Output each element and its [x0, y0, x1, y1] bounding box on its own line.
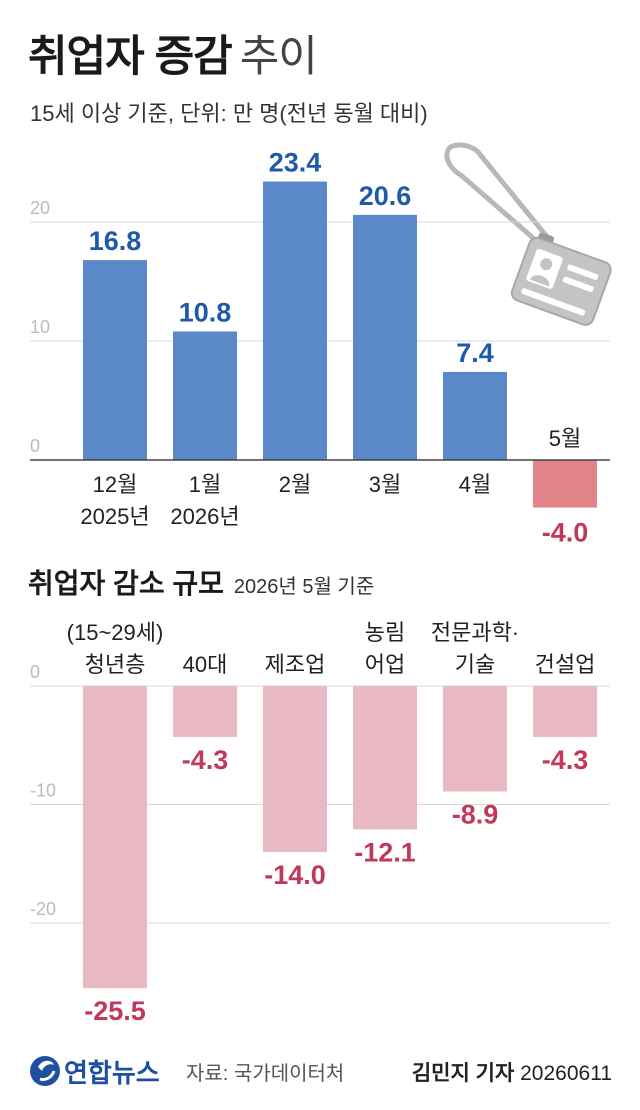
reporter-name: 김민지 기자	[411, 1062, 515, 1085]
source-text: 자료: 국가데이터처	[186, 1063, 345, 1085]
publish-date: 20260611	[520, 1062, 612, 1085]
chart2-bar	[443, 686, 507, 792]
chart1-value-label: 10.8	[179, 297, 232, 327]
chart1-ytick-label: 20	[30, 198, 50, 218]
chart2-bar	[173, 686, 237, 737]
chart2-bar	[263, 686, 327, 852]
chart2-plot: 0 -10 -20 -25.5 -4.3 -14.0 -12.1 -8.9 -4.3 (15~29…	[30, 620, 610, 1026]
chart2-category-label: 청년층	[85, 652, 146, 677]
chart2-value-label: -14.0	[264, 860, 326, 890]
chart1-ytick-label: 0	[30, 436, 40, 456]
chart1-category-label: 2월	[279, 472, 311, 497]
chart1-bar	[533, 460, 597, 508]
chart2-value-label: -4.3	[182, 745, 229, 775]
chart2-category-label: 농림	[365, 620, 405, 645]
chart1-category-label: 3월	[369, 472, 401, 497]
chart2-value-label: -4.3	[542, 745, 589, 775]
chart2-category-label: 기술	[455, 652, 495, 677]
chart1-category-label: 2026년	[170, 504, 239, 529]
chart2-value-label: -12.1	[354, 837, 416, 867]
chart1-category-label: 4월	[459, 472, 491, 497]
chart1-plot: 0 10 20 16.8 10.8 23.4 20.6 7.4 -4.0 12월 2025년 1월 20…	[30, 148, 610, 548]
chart2-category-label: 제조업	[265, 652, 326, 677]
section2-heading: 취업자 감소 규모 2026년 5월 기준	[28, 562, 374, 602]
chart-subtitle: 15세 이상 기준, 단위: 만 명(전년 동월 대비)	[30, 101, 428, 126]
chart-title-bold: 취업자 증감	[28, 33, 233, 81]
chart1-bar	[353, 214, 417, 460]
credit: 김민지 기자 20260611	[412, 1057, 612, 1087]
chart2-ytick-label: -10	[30, 781, 56, 801]
chart1-bar	[173, 331, 237, 460]
chart2-bar	[353, 686, 417, 830]
logo-text: 연합뉴스	[64, 1058, 160, 1088]
chart1-value-label: 7.4	[456, 338, 494, 368]
chart2-bar	[83, 686, 147, 989]
chart1-category-label: 5월	[549, 426, 581, 451]
chart1-category-label: 1월	[189, 472, 221, 497]
chart-title-light: 추이	[239, 33, 318, 81]
footer: 연합뉴스 자료: 국가데이터처 김민지 기자 20260611	[0, 1045, 640, 1095]
chart2-ytick-label: 0	[30, 662, 40, 682]
chart1-value-label: -4.0	[542, 518, 589, 548]
chart1-category-label: 12월	[93, 472, 138, 497]
chart1-value-label: 20.6	[359, 181, 412, 211]
chart2-value-label: -25.5	[84, 996, 146, 1026]
chart2-bar	[533, 686, 597, 737]
chart2-value-label: -8.9	[452, 799, 499, 829]
chart2-category-label: 어업	[365, 652, 405, 677]
chart2-category-label: 40대	[183, 652, 228, 677]
chart2-category-label: 건설업	[535, 652, 596, 677]
chart1-value-label: 16.8	[89, 226, 142, 256]
chart1-bar	[263, 181, 327, 461]
chart-title: 취업자 증감 추이	[28, 22, 318, 84]
yonhap-logo	[28, 1049, 62, 1094]
section2-title: 취업자 감소 규모	[28, 568, 224, 599]
chart1-value-label: 23.4	[269, 148, 322, 178]
chart1-bar	[443, 371, 507, 460]
chart1-category-label: 2025년	[80, 504, 149, 529]
chart2-category-label: 전문과학·	[431, 620, 519, 645]
chart1-bar	[83, 260, 147, 460]
chart1-ytick-label: 10	[30, 317, 50, 337]
chart2-ytick-label: -20	[30, 899, 56, 919]
id-badge-lanyard-icon	[444, 142, 612, 326]
section2-subtitle: 2026년 5월 기준	[233, 576, 375, 598]
chart2-category-label: (15~29세)	[67, 620, 164, 645]
